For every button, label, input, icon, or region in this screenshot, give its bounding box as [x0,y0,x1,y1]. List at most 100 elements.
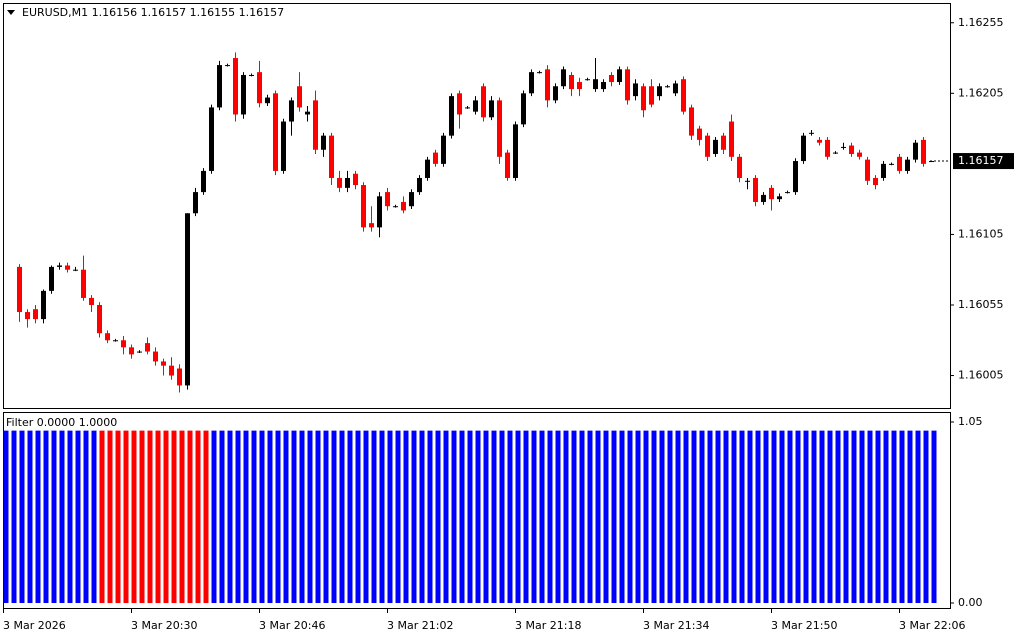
candle-body [73,269,78,271]
candle-body [745,180,750,182]
histogram-bar [875,430,881,603]
candle-body [329,135,334,178]
histogram-bar [699,430,705,603]
candle-body [657,86,662,97]
histogram-bar [579,430,585,603]
candle-body [473,100,478,112]
candle-body [777,196,782,200]
x-tick-label: 3 Mar 21:34 [643,619,709,632]
candle-body [817,139,822,143]
candle-body [561,69,566,87]
candle-body [481,86,486,118]
histogram-bar [355,430,361,603]
histogram-bar [587,430,593,603]
histogram-bar [19,430,25,603]
x-tick-label: 3 Mar 20:46 [259,619,325,632]
histogram-bar [275,430,281,603]
candle-body [441,135,446,164]
histogram-bar [59,430,65,603]
histogram-bar [643,430,649,603]
candle-body [401,201,406,211]
candle-body [921,139,926,164]
histogram-bar [499,430,505,603]
histogram-bar [531,430,537,603]
candle-body [57,265,62,267]
candle-body [281,121,286,171]
candle-body [609,74,614,83]
candle-body [17,266,22,313]
histogram-bar [611,430,617,603]
histogram-bar [107,430,113,603]
histogram-bar [75,430,81,603]
histogram-bar [491,430,497,603]
candle-body [129,347,134,355]
histogram-bar [363,430,369,603]
candle-body [449,96,454,136]
histogram-bar [563,430,569,603]
candle-body [737,156,742,178]
candle-body [857,152,862,157]
candle-body [185,213,190,386]
candle-body [457,93,462,115]
histogram-bar [43,430,49,603]
histogram-bar [635,430,641,603]
candle-body [225,65,230,67]
histogram-bar [899,430,905,603]
indicator-y-tick-label: 0.00 [958,596,983,609]
histogram-bar [763,430,769,603]
candle-body [865,159,870,181]
candle-body [529,72,534,94]
histogram-bar [315,430,321,603]
candle-body [321,135,326,150]
candle-body [273,93,278,171]
last-price-label: 1.16157 [958,154,1004,167]
histogram-bar [51,430,57,603]
candle-body [361,185,366,228]
candle-body [825,139,830,157]
candle-body [177,368,182,386]
histogram-bar [379,430,385,603]
histogram-bar [803,430,809,603]
candle-body [513,124,518,178]
candle-body [345,177,350,188]
histogram-bar [347,430,353,603]
histogram-bar [371,430,377,603]
indicator-label: Filter 0.0000 1.0000 [6,416,117,429]
histogram-bar [443,430,449,603]
x-tick-label: 3 Mar 21:02 [387,619,453,632]
histogram-bar [323,430,329,603]
histogram-bar [267,430,273,603]
y-tick-label: 1.16055 [958,298,1004,311]
histogram-bar [627,430,633,603]
histogram-bar [251,430,257,603]
candle-body [33,309,38,320]
candle-body [577,82,582,90]
histogram-bar [595,430,601,603]
histogram-bar [915,430,921,603]
histogram-bar [843,430,849,603]
main-panel [3,3,951,409]
indicator-y-tick-label: 1.05 [958,415,983,428]
candle-body [25,312,30,320]
histogram-bar [851,430,857,603]
candle-body [841,146,846,148]
candle-body [601,82,606,90]
candle-body [105,333,110,341]
candle-body [785,192,790,194]
candle-body [161,361,166,366]
histogram-bar [395,430,401,603]
menu-arrow[interactable] [7,10,15,15]
histogram-bar [651,430,657,603]
histogram-bar [811,430,817,603]
y-tick-label: 1.16005 [958,369,1004,382]
histogram-bar [755,430,761,603]
histogram-bar [203,430,209,603]
candle-body [241,74,246,115]
histogram-bar [27,430,33,603]
histogram-bar [99,430,105,603]
histogram-bar [211,430,217,603]
histogram-bar [171,430,177,603]
candle-body [193,192,198,214]
candle-body [553,86,558,101]
